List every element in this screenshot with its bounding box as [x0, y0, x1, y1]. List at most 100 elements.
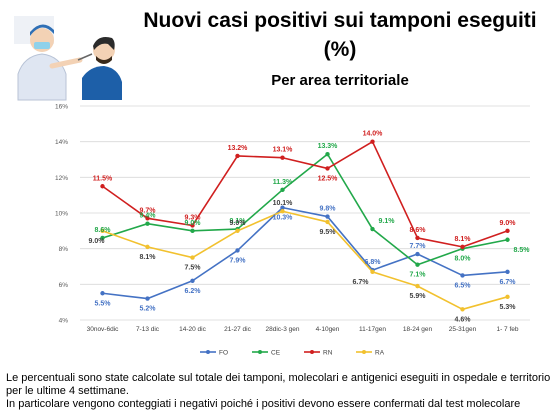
y-tick-label: 8%	[59, 246, 69, 253]
y-tick-label: 6%	[59, 282, 69, 289]
data-label-rn: 8.6%	[410, 227, 427, 234]
page-subtitle: Per area territoriale	[271, 72, 409, 89]
data-label-ce: 8.0%	[455, 256, 472, 263]
data-point-fo	[505, 269, 510, 275]
x-tick-label: 7-13 dic	[136, 326, 160, 333]
data-label-ra: 9.0%	[230, 220, 247, 227]
data-point-ce	[190, 228, 195, 234]
data-label-fo: 6.5%	[455, 282, 472, 289]
data-point-fo	[190, 278, 195, 283]
x-tick-label: 4-10gen	[316, 326, 340, 333]
data-label-rn: 9.7%	[140, 207, 157, 214]
data-point-rn	[505, 228, 510, 234]
data-label-fo: 6.7%	[500, 279, 517, 286]
data-point-ce	[280, 187, 285, 193]
data-label-fo: 7.7%	[410, 243, 427, 250]
data-point-ce	[325, 151, 330, 157]
data-label-ra: 10.1%	[273, 200, 294, 207]
data-point-ra	[100, 228, 105, 234]
data-point-ra	[235, 228, 240, 234]
data-point-ra	[280, 209, 285, 214]
data-label-ce: 9.0%	[185, 220, 202, 227]
legend-marker-ce	[258, 350, 262, 354]
data-point-fo	[460, 273, 465, 278]
y-tick-label: 4%	[59, 318, 69, 325]
data-point-ce	[370, 226, 375, 232]
data-point-rn	[100, 184, 105, 189]
y-axis: 4% 6% 8% 10% 12% 14% 16%	[55, 104, 68, 325]
data-label-fo: 5.5%	[95, 300, 112, 307]
data-label-rn: 13.2%	[228, 145, 249, 152]
chart-series	[100, 139, 510, 312]
data-point-rn	[370, 139, 375, 144]
x-tick-label: 30nov-6dic	[87, 326, 120, 333]
data-label-fo: 6.2%	[185, 288, 202, 295]
legend-label-rn: RN	[323, 350, 333, 357]
y-tick-label: 16%	[55, 104, 68, 111]
data-label-rn: 12.5%	[318, 175, 339, 182]
data-label-ra: 9.5%	[320, 229, 337, 236]
line-chart: 4% 6% 8% 10% 12% 14% 16% 30nov-6dic 7-13 dic 14-…	[55, 104, 531, 357]
series-line-ce	[102, 153, 508, 266]
data-label-ra: 5.9%	[410, 293, 427, 300]
series-line-fo	[102, 206, 508, 300]
data-label-ce: 9.1%	[230, 218, 247, 225]
chart-gridlines	[80, 105, 530, 321]
data-point-fo	[100, 291, 105, 296]
data-point-rn	[235, 153, 240, 159]
data-label-rn: 8.1%	[455, 236, 472, 243]
data-point-ra	[325, 219, 330, 225]
data-label-ce: 8.5%	[514, 247, 531, 254]
legend-marker-rn	[310, 350, 314, 354]
data-point-fo	[415, 251, 420, 257]
data-label-rn: 9.3%	[185, 214, 202, 221]
data-point-rn	[280, 155, 285, 160]
data-label-ce: 9.4%	[140, 213, 157, 220]
data-label-rn: 11.5%	[93, 175, 113, 182]
data-point-ra	[460, 307, 465, 312]
x-axis: 30nov-6dic 7-13 dic 14-20 dic 21-27 dic 28di…	[87, 326, 519, 333]
footnote-line-1: Le percentuali sono state calcolate sul …	[6, 372, 551, 397]
footnote: Le percentuali sono state calcolate sul …	[6, 372, 556, 411]
data-label-ra: 7.5%	[185, 265, 202, 272]
data-label-fo: 5.2%	[140, 306, 157, 313]
data-label-fo: 10.3%	[273, 215, 294, 222]
data-point-ra	[145, 244, 150, 250]
data-point-ce	[505, 237, 510, 242]
x-tick-label: 28dic-3 gen	[266, 326, 300, 333]
legend-label-ce: CE	[271, 350, 281, 357]
data-point-ra	[505, 294, 510, 300]
data-point-ra	[370, 269, 375, 275]
data-label-fo: 9.8%	[320, 206, 337, 213]
data-label-ce: 9.1%	[379, 218, 396, 225]
data-label-fo: 6.8%	[365, 259, 382, 266]
data-label-ce: 8.6%	[95, 227, 112, 234]
data-point-rn	[145, 216, 150, 221]
y-tick-label: 14%	[55, 139, 68, 146]
legend-marker-fo	[206, 350, 210, 354]
data-label-ce: 7.1%	[410, 272, 427, 279]
x-tick-label: 25-31gen	[449, 326, 477, 333]
data-point-fo	[280, 205, 285, 210]
data-label-fo: 7.9%	[230, 257, 247, 264]
x-tick-label: 14-20 dic	[179, 326, 206, 333]
chart-data-labels: 5.5% 5.2% 6.2% 7.9% 10.3% 9.8% 6.8% 7.7% 6.5% 6.7…	[89, 131, 531, 324]
y-tick-label: 10%	[55, 211, 68, 218]
footnote-line-2: In particolare vengono conteggiati i neg…	[6, 398, 521, 410]
chart-legend: FO CE RN RA	[200, 350, 385, 357]
data-point-rn	[415, 235, 420, 241]
data-point-ra	[415, 283, 420, 289]
data-label-ce: 13.3%	[318, 143, 339, 150]
data-point-ce	[415, 262, 420, 267]
x-tick-label: 1- 7 feb	[496, 326, 518, 333]
data-point-fo	[235, 248, 240, 253]
data-label-ra: 5.3%	[500, 304, 517, 311]
series-line-ra	[102, 210, 508, 311]
legend-marker-ra	[362, 350, 366, 354]
data-point-rn	[325, 166, 330, 171]
swab-test-illustration	[8, 4, 128, 104]
data-label-rn: 13.1%	[273, 147, 294, 154]
series-line-rn	[102, 140, 508, 248]
data-point-fo	[145, 296, 150, 301]
data-label-ra: 9.0%	[89, 238, 106, 245]
